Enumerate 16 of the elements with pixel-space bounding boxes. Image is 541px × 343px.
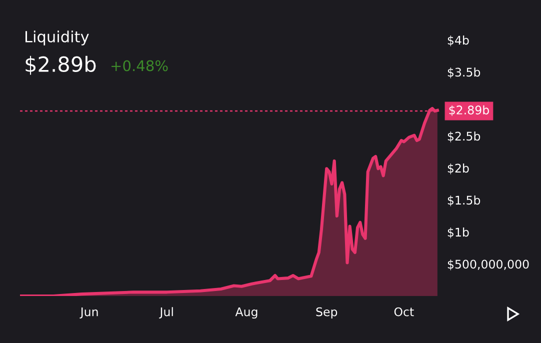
y-tick-label: $1b — [448, 228, 469, 238]
ref-line-label: $2.89b — [449, 105, 489, 116]
y-tick-label: $4b — [448, 36, 469, 46]
chart-title: Liquidity — [26, 30, 89, 46]
text: $2.89b — [26, 56, 96, 75]
y-tick-label: $1.5b — [448, 196, 480, 206]
y-tick-label: $2b — [448, 164, 469, 174]
x-tick-label: Oct — [394, 307, 414, 316]
x-tick-label: Jun — [80, 307, 98, 318]
x-tick-label: Jul — [159, 307, 173, 318]
y-tick-label: $3.5b — [448, 68, 480, 78]
y-tick-label: $2.5b — [448, 132, 480, 142]
y-tick-label: $500,000,000 — [448, 260, 529, 270]
x-tick-label: Aug — [235, 307, 258, 319]
x-tick-label: Sep — [316, 307, 338, 319]
annotation: +0.48% — [112, 60, 168, 72]
